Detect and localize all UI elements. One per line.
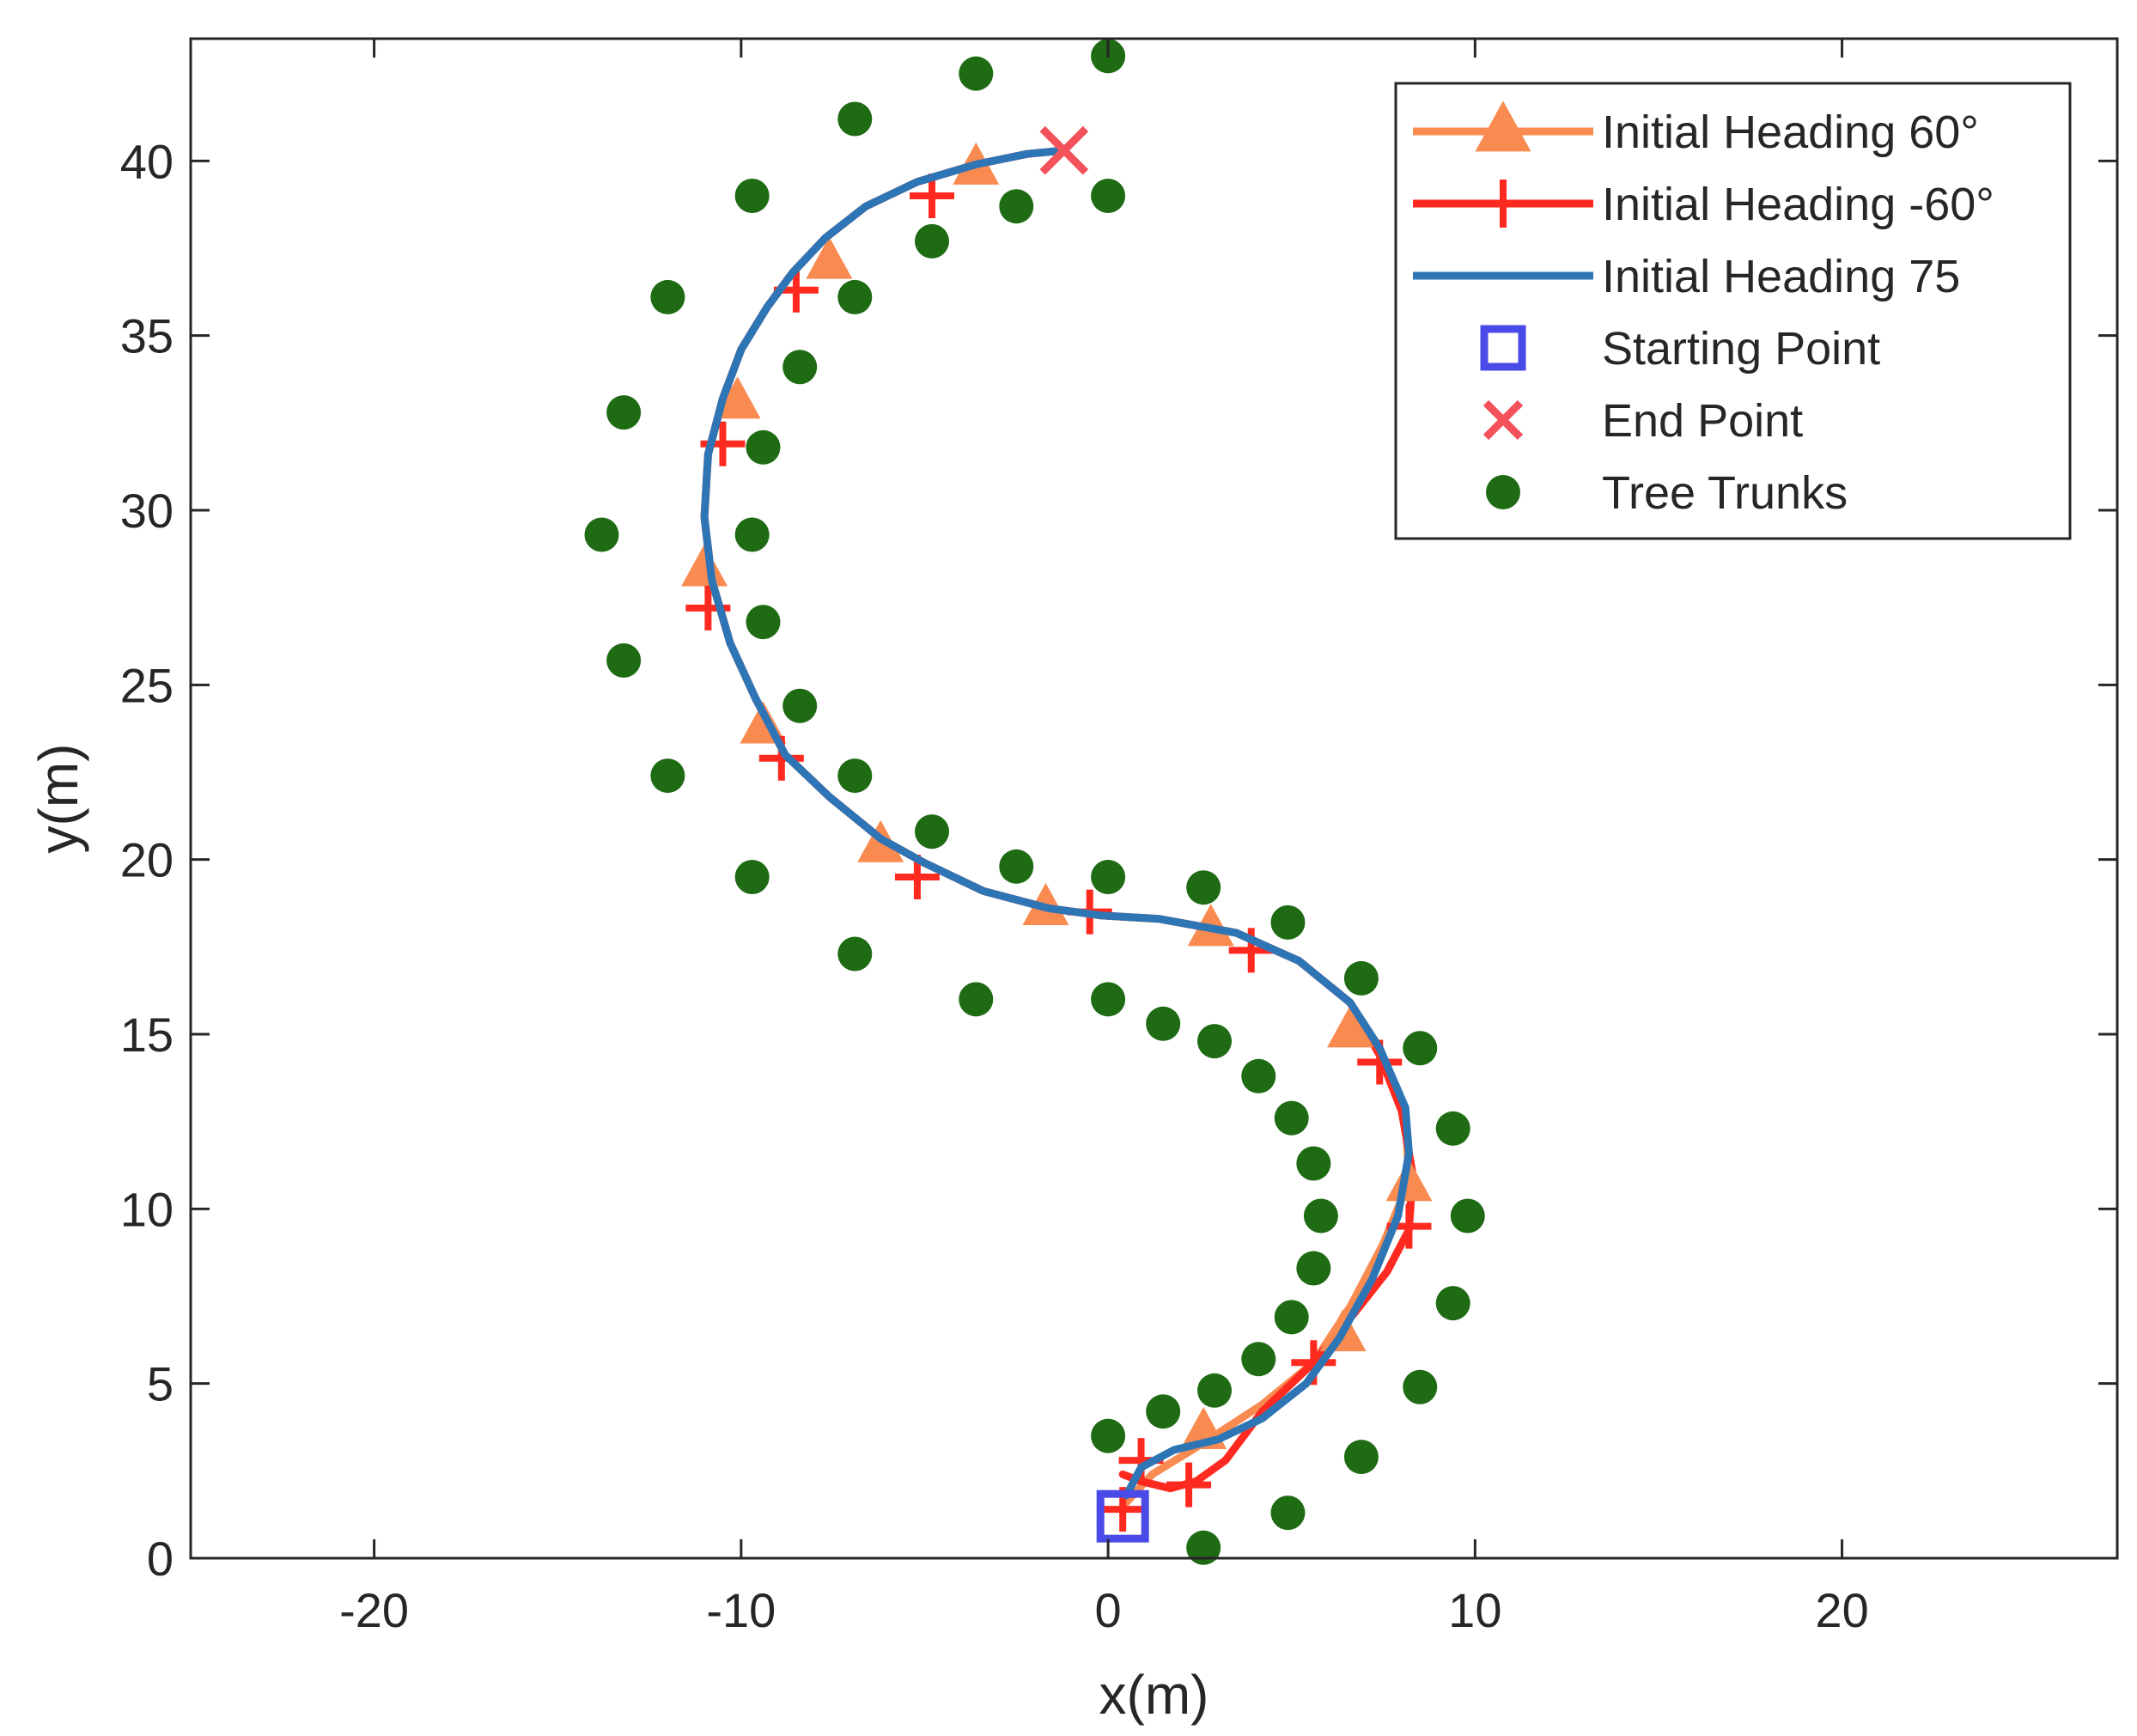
- legend-label: Initial Heading 60°: [1602, 107, 1979, 158]
- tree-trunk-point: [959, 56, 994, 91]
- tree-trunk-point: [1091, 860, 1126, 894]
- tree-trunk-point: [1241, 1342, 1276, 1377]
- tree-trunk-point: [584, 517, 619, 552]
- tree-trunk-point: [1091, 1418, 1126, 1453]
- heading-60-marker: [806, 236, 853, 279]
- heading-60-marker: [681, 544, 728, 587]
- y-tick-label: 40: [120, 134, 174, 188]
- tree-trunk-point: [1296, 1251, 1331, 1286]
- tree-trunk-point: [1146, 1006, 1181, 1041]
- tree-trunk-point: [1343, 960, 1379, 996]
- y-tick-label: 10: [120, 1182, 174, 1236]
- tree-trunk-point: [999, 189, 1034, 224]
- x-tick-label: 0: [1095, 1583, 1122, 1637]
- end-point-marker: [1039, 125, 1089, 175]
- y-tick-label: 15: [120, 1008, 174, 1062]
- tree-trunk-point: [1403, 1369, 1438, 1404]
- legend-triangle-marker: [1475, 101, 1531, 152]
- tree-trunk-point: [746, 429, 781, 465]
- y-tick-label: 25: [120, 658, 174, 712]
- heading-60-marker: [1385, 1159, 1433, 1202]
- legend-label: End Point: [1602, 395, 1803, 447]
- tree-trunk-point: [1091, 179, 1126, 213]
- tree-trunk-point: [1270, 1495, 1306, 1531]
- tree-trunk-point: [1343, 1440, 1379, 1475]
- tree-trunk-point: [999, 849, 1034, 884]
- legend-square-marker: [1480, 325, 1526, 371]
- tree-trunk-point: [837, 101, 873, 137]
- tree-trunk-point: [746, 605, 781, 640]
- x-tick-label: 20: [1815, 1583, 1868, 1637]
- legend-label: Initial Heading -60°: [1602, 179, 1994, 230]
- tree-trunk-point: [1403, 1031, 1438, 1066]
- tree-trunk-point: [1196, 1024, 1232, 1059]
- legend: Initial Heading 60° Initial Heading -60° I…: [1394, 82, 2072, 540]
- tree-trunk-point: [1274, 1100, 1309, 1136]
- tree-trunk-point: [1274, 1300, 1309, 1335]
- y-tick-label: 35: [120, 309, 174, 363]
- y-tick-label: 30: [120, 484, 174, 538]
- tree-trunk-point: [915, 223, 950, 259]
- y-tick-label: 20: [120, 833, 174, 887]
- legend-circle-marker: [1486, 475, 1520, 509]
- tree-trunk-point: [606, 643, 642, 678]
- tree-trunk-point: [1091, 982, 1126, 1017]
- tree-trunk-point: [1146, 1394, 1181, 1429]
- tree-trunk-point: [650, 758, 685, 794]
- tree-trunk-point: [734, 860, 770, 894]
- legend-plus-marker: [1479, 180, 1527, 228]
- plot-layer: [584, 39, 1485, 1565]
- tree-trunk-point: [1186, 1530, 1221, 1565]
- series-line-heading-75: [700, 146, 1413, 1500]
- tree-trunk-point: [606, 395, 642, 430]
- legend-label: Initial Heading 75: [1602, 251, 1960, 302]
- x-tick-label: 10: [1448, 1583, 1501, 1637]
- y-tick-label: 5: [147, 1357, 174, 1411]
- tree-trunk-point: [1196, 1373, 1232, 1408]
- x-tick-label: -10: [706, 1583, 776, 1637]
- tree-trunk-point: [734, 179, 770, 213]
- tree-trunk-point: [1296, 1146, 1331, 1181]
- tree-trunk-point: [837, 936, 873, 972]
- tree-trunk-point: [782, 688, 818, 723]
- legend-box: [1394, 82, 2072, 540]
- tree-trunk-point: [1303, 1198, 1338, 1233]
- tree-trunk-point: [1450, 1198, 1485, 1233]
- tree-trunk-point: [837, 758, 873, 794]
- y-tick-label: 0: [147, 1532, 174, 1586]
- x-tick-label: -20: [339, 1583, 409, 1637]
- legend-label: Starting Point: [1602, 323, 1880, 375]
- legend-x-marker: [1483, 399, 1524, 441]
- tree-trunk-point: [1435, 1111, 1470, 1146]
- tree-trunk-point: [1186, 870, 1221, 905]
- tree-trunk-point: [915, 814, 950, 850]
- axes-layer: -20 -10 0 10 20 0 5 10 15 20 25 30 35 40 x(m) y(m): [27, 37, 2119, 1726]
- x-axis-label: x(m): [1099, 1664, 1209, 1726]
- heading-60-marker: [1327, 1005, 1374, 1048]
- tree-trunk-point: [959, 982, 994, 1017]
- legend-label: Tree Trunks: [1602, 467, 1848, 519]
- heading-neg60-marker: [1166, 1462, 1212, 1508]
- tree-trunk-point: [1241, 1058, 1276, 1093]
- tree-trunk-point: [1270, 905, 1306, 940]
- tree-trunk-point: [782, 350, 818, 385]
- tree-trunk-point: [650, 279, 685, 314]
- tree-trunk-point: [734, 517, 770, 552]
- starting-point-marker: [1096, 1489, 1149, 1543]
- y-axis-label: y(m): [27, 744, 89, 854]
- plot-frame: [189, 37, 2119, 1560]
- tree-trunk-point: [837, 279, 873, 314]
- tree-trunk-point: [1435, 1286, 1470, 1321]
